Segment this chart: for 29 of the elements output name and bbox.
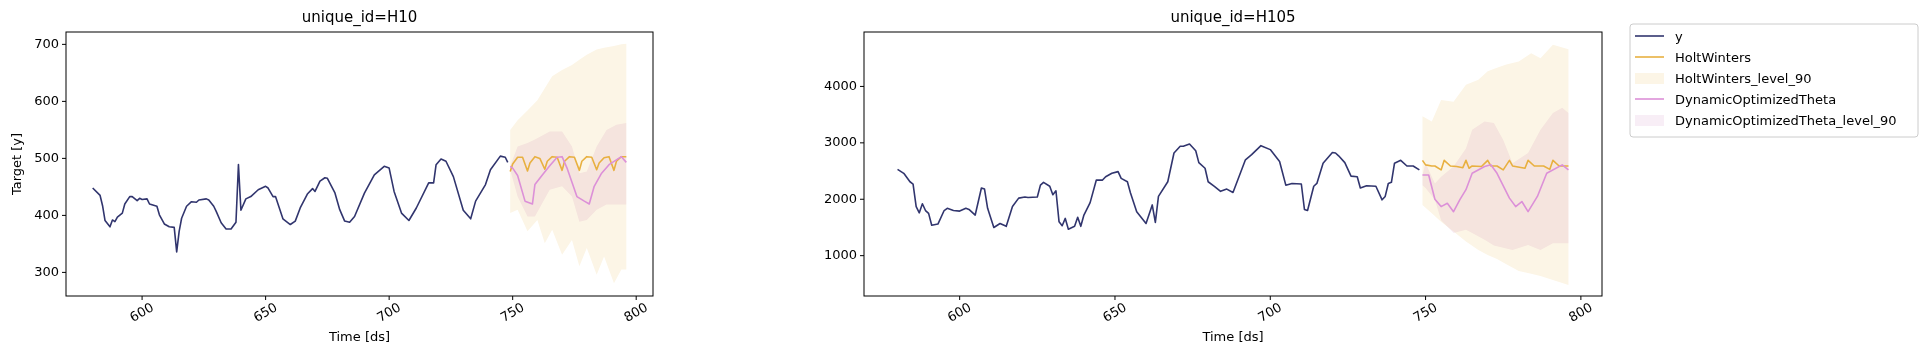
x-tick-label: 800 [1565, 299, 1595, 325]
x-tick-label: 700 [1255, 299, 1285, 325]
legend-label: HoltWinters_level_90 [1675, 71, 1812, 86]
x-tick-label: 600 [127, 299, 157, 325]
y-tick-label: 500 [34, 149, 59, 165]
y-tick-label: 600 [34, 92, 59, 108]
legend-label: DynamicOptimizedTheta_level_90 [1675, 113, 1897, 128]
y-tick-label: 400 [34, 206, 59, 222]
x-axis-title: Time [ds] [1201, 329, 1264, 344]
x-tick-label: 800 [621, 299, 651, 325]
y-tick-label: 1000 [823, 247, 857, 263]
y-tick-label: 2000 [823, 190, 857, 206]
y-tick-label: 3000 [823, 134, 857, 150]
chart-title: unique_id=H105 [1170, 8, 1296, 27]
y-axis-title: Target [y] [9, 132, 24, 197]
legend-label: DynamicOptimizedTheta [1675, 92, 1837, 107]
x-tick-label: 600 [944, 299, 974, 325]
x-tick-label: 650 [1099, 299, 1129, 325]
chart-title: unique_id=H10 [301, 8, 418, 27]
x-axis-title: Time [ds] [327, 329, 391, 344]
legend-label: HoltWinters [1675, 50, 1752, 65]
legend-label: y [1675, 29, 1683, 44]
x-tick-label: 650 [250, 299, 280, 325]
y-tick-label: 700 [34, 35, 59, 51]
y-tick-label: 300 [34, 263, 59, 279]
y-tick-label: 4000 [823, 77, 857, 93]
x-tick-label: 750 [1410, 299, 1440, 325]
x-tick-label: 700 [374, 299, 404, 325]
x-tick-label: 750 [497, 299, 527, 325]
